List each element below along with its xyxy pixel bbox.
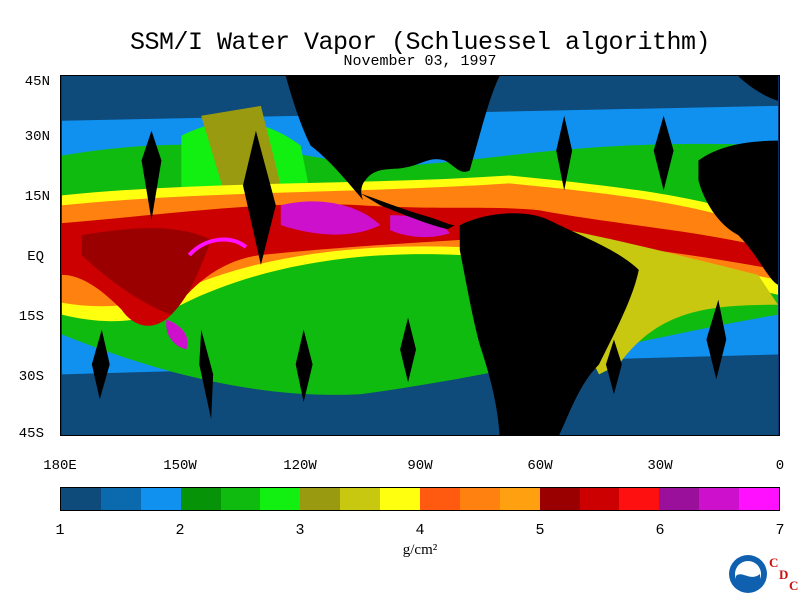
vapor-region-magenta [280, 201, 381, 235]
noaa-logo [728, 554, 768, 594]
data-gap [653, 115, 674, 191]
color-scale-bar [60, 487, 780, 511]
colorbar-swatch [659, 488, 700, 510]
lat-label: 30N [24, 129, 50, 145]
colorbar-label: 5 [535, 522, 545, 539]
colorbar-swatch [699, 488, 740, 510]
lat-label: 45N [24, 74, 50, 90]
data-gap [141, 130, 162, 221]
landmass-africa [698, 140, 779, 285]
lon-label: 90W [407, 458, 433, 474]
vapor-region-red [61, 204, 779, 326]
colorbar-label: 1 [55, 522, 65, 539]
data-gap [199, 329, 214, 420]
data-gap [242, 130, 276, 265]
lon-label: 150W [163, 458, 197, 474]
landmass-central-america [360, 193, 455, 230]
data-gap [706, 299, 727, 380]
data-gap [400, 317, 417, 383]
colorbar-swatch [220, 488, 261, 510]
colorbar-swatch [619, 488, 660, 510]
colorbar-swatch [739, 488, 780, 510]
colorbar-swatch [180, 488, 221, 510]
colorbar-label: 7 [775, 522, 785, 539]
landmass-south-america [459, 213, 639, 435]
colorbar-label: 6 [655, 522, 665, 539]
vapor-region-darkred [81, 228, 212, 315]
cdc-logo-letter: C [769, 555, 779, 570]
water-vapor-map [60, 75, 780, 436]
cdc-logo-letter: D [779, 567, 789, 582]
colorbar-swatch [539, 488, 580, 510]
map-subtitle: November 03, 1997 [343, 53, 497, 70]
colorbar-swatch [140, 488, 181, 510]
data-gap [91, 329, 110, 400]
lon-label: 0 [775, 458, 785, 474]
lat-label: 45S [18, 426, 44, 442]
data-arc [187, 237, 248, 257]
lon-label: 180E [43, 458, 77, 474]
colorbar-swatch [340, 488, 381, 510]
colorbar-swatch [459, 488, 500, 510]
vapor-region-magenta-2 [390, 215, 450, 238]
colorbar-swatch [300, 488, 341, 510]
map-title: SSM/I Water Vapor (Schluessel algorithm) [129, 28, 711, 57]
vapor-region-magenta-3 [166, 319, 188, 350]
colorbar-swatch [61, 488, 101, 510]
colorbar-label: 3 [295, 522, 305, 539]
colorbar-swatch [579, 488, 620, 510]
lon-label: 120W [283, 458, 317, 474]
lat-label: 15S [18, 309, 44, 325]
lon-label: 60W [527, 458, 553, 474]
colorbar-label: 4 [415, 522, 425, 539]
landmass-north-america [285, 76, 500, 201]
colorbar-swatch [100, 488, 141, 510]
colorbar-swatch [420, 488, 460, 510]
lat-label: EQ [27, 249, 44, 265]
colorbar-swatch [499, 488, 540, 510]
data-gap [605, 339, 622, 395]
colorbar-units: g/cm² [402, 542, 438, 558]
lon-label: 30W [647, 458, 673, 474]
cdc-logo-letter: C [789, 578, 799, 593]
colorbar-swatch [380, 488, 421, 510]
data-gap [556, 115, 573, 191]
colorbar-swatch [260, 488, 301, 510]
lat-label: 15N [24, 189, 50, 205]
colorbar-label: 2 [175, 522, 185, 539]
lat-label: 30S [18, 369, 44, 385]
data-gap [295, 329, 313, 403]
landmass-europe [738, 76, 779, 101]
